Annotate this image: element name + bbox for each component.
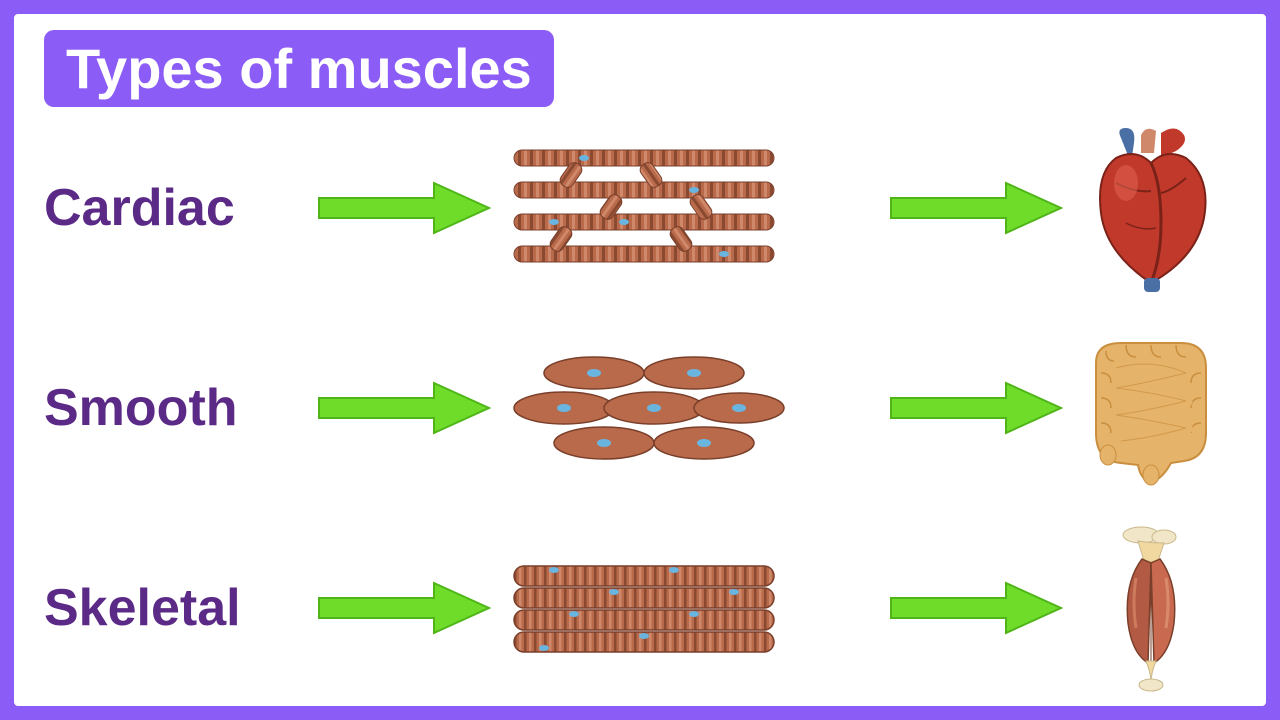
tissue-skeletal [494,528,794,688]
arrow-icon [886,178,1066,238]
tissue-smooth [494,328,794,488]
arrow-icon [314,178,494,238]
diagram-frame: Types of muscles Cardiac [10,10,1270,710]
arrow-icon [886,578,1066,638]
label-skeletal: Skeletal [44,578,314,638]
label-smooth: Smooth [44,378,314,438]
organ-heart [1066,123,1236,293]
organ-leg-muscle [1066,523,1236,693]
arrow-icon [886,378,1066,438]
row-smooth: Smooth [44,323,1236,493]
row-skeletal: Skeletal [44,523,1236,693]
rows-container: Cardiac [44,123,1236,693]
arrow-icon [314,378,494,438]
tissue-cardiac [494,128,794,288]
row-cardiac: Cardiac [44,123,1236,293]
label-cardiac: Cardiac [44,178,314,238]
arrow-icon [314,578,494,638]
organ-intestine [1066,323,1236,493]
page-title: Types of muscles [44,30,554,107]
